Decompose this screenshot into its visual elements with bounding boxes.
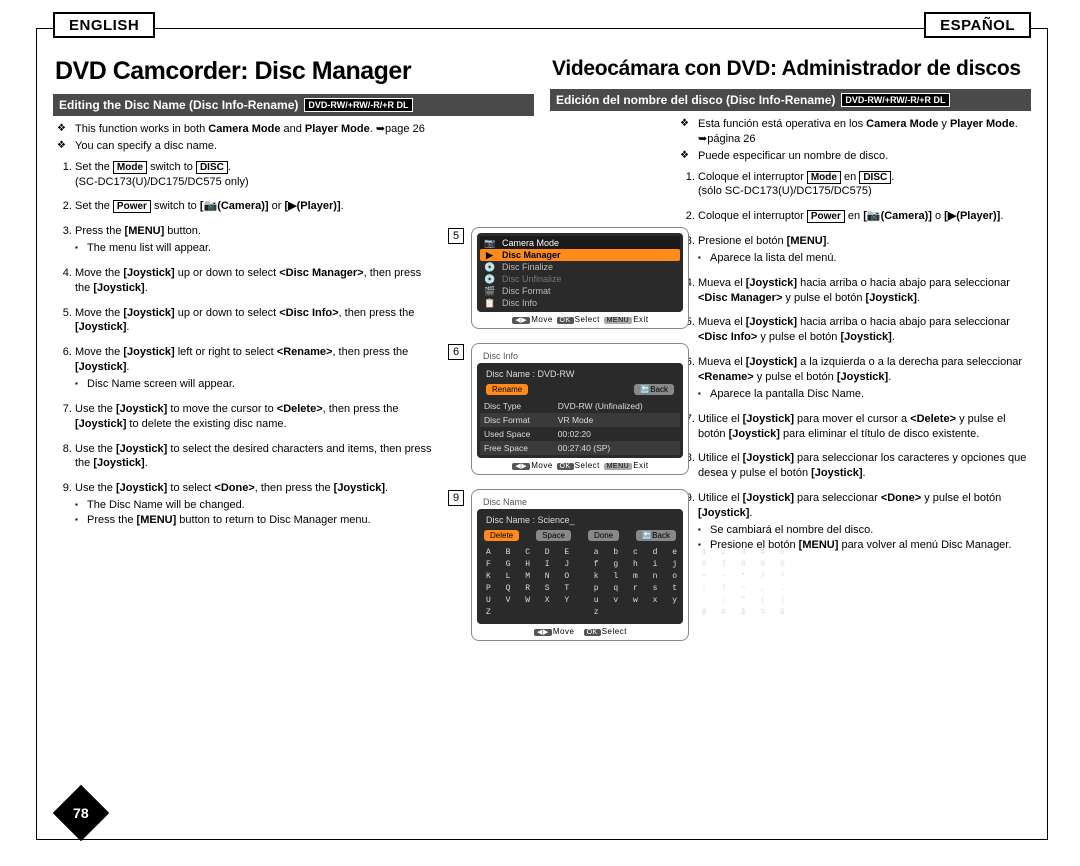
screenshots: 5 📷Camera Mode ▶Disc Manager 💿Disc Final…	[471, 227, 689, 655]
menu-row: 💿Disc Finalize	[480, 261, 680, 273]
substep: Aparece la pantalla Disc Name.	[698, 387, 1031, 402]
steps-en: Set the Mode switch to DISC.(SC-DC173(U)…	[53, 160, 433, 528]
screen-number: 6	[448, 344, 464, 360]
screen-footer: ◀▶Move OKSelect	[477, 624, 683, 638]
subheader-text: Edición del nombre del disco (Disc Info-…	[556, 93, 835, 107]
screen-5: 5 📷Camera Mode ▶Disc Manager 💿Disc Final…	[471, 227, 689, 329]
step: Move the [Joystick] left or right to sel…	[75, 345, 433, 392]
subheader-text: Editing the Disc Name (Disc Info-Rename)	[59, 98, 298, 112]
step: Utilice el [Joystick] para seleccionar l…	[698, 451, 1031, 481]
substep: Aparece la lista del menú.	[698, 251, 1031, 266]
manual-page: ENGLISH ESPAÑOL DVD Camcorder: Disc Mana…	[0, 0, 1080, 866]
steps-es: Coloque el interruptor Mode en DISC.(sól…	[676, 170, 1031, 553]
substep: Disc Name screen will appear.	[75, 377, 433, 392]
screen-title: Disc Name	[477, 495, 683, 509]
disc-info-table: Disc TypeDVD-RW (Unfinalized) Disc Forma…	[480, 399, 680, 455]
step: Presione el botón [MENU]. Aparece la lis…	[698, 234, 1031, 266]
disc-badge: DVD-RW/+RW/-R/+R DL	[841, 93, 949, 107]
page-number: 78	[61, 793, 101, 833]
step: Mueva el [Joystick] hacia arriba o hacia…	[698, 276, 1031, 306]
title-es: Videocámara con DVD: Administrador de di…	[552, 57, 1031, 81]
step: Mueva el [Joystick] hacia arriba o hacia…	[698, 315, 1031, 345]
keyboard-grid: A B C D E a b c d e 1 2 3 4 5 F G H I J …	[480, 545, 680, 621]
bullet: You can specify a disc name.	[57, 139, 433, 154]
substep: The Disc Name will be changed.	[75, 498, 433, 513]
step: Utilice el [Joystick] para seleccionar <…	[698, 491, 1031, 552]
disc-name-label: Disc Name : Science_	[480, 512, 680, 528]
step: Utilice el [Joystick] para mover el curs…	[698, 412, 1031, 442]
step: Move the [Joystick] up or down to select…	[75, 306, 433, 336]
title-en: DVD Camcorder: Disc Manager	[55, 57, 534, 86]
step: Set the Mode switch to DISC.(SC-DC173(U)…	[75, 160, 433, 190]
screen-6: 6 Disc Info Disc Name : DVD-RW Rename 🔙B…	[471, 343, 689, 475]
bullet: Esta función está operativa en los Camer…	[680, 117, 1031, 147]
step: Use the [Joystick] to move the cursor to…	[75, 402, 433, 432]
step: Move the [Joystick] up or down to select…	[75, 266, 433, 296]
page-border: ENGLISH ESPAÑOL DVD Camcorder: Disc Mana…	[36, 28, 1048, 840]
menu-row: 💿Disc Unfinalize	[480, 273, 680, 285]
step: Set the Power switch to [📷(Camera)] or […	[75, 199, 433, 214]
menu-row: ▶Disc Manager	[480, 249, 680, 261]
step: Use the [Joystick] to select the desired…	[75, 442, 433, 472]
step: Press the [MENU] button. The menu list w…	[75, 224, 433, 256]
disc-name-label: Disc Name : DVD-RW	[480, 366, 680, 382]
bullet: Puede especificar un nombre de disco.	[680, 149, 1031, 164]
subheader-es: Edición del nombre del disco (Disc Info-…	[550, 89, 1031, 111]
screen-9: 9 Disc Name Disc Name : Science_ Delete …	[471, 489, 689, 641]
disc-badge: DVD-RW/+RW/-R/+R DL	[304, 98, 412, 112]
screen-footer: ◀▶Move OKSelect MENUExit	[477, 312, 683, 326]
step: Use the [Joystick] to select <Done>, the…	[75, 481, 433, 528]
screen-number: 9	[448, 490, 464, 506]
step: Coloque el interruptor Power en [📷(Camer…	[698, 209, 1031, 224]
rename-button: Rename	[486, 384, 528, 395]
delete-button: Delete	[484, 530, 519, 541]
column-english: DVD Camcorder: Disc Manager Editing the …	[37, 29, 542, 839]
substep: Press the [MENU] button to return to Dis…	[75, 513, 433, 528]
screen-title: Disc Info	[477, 349, 683, 363]
done-button: Done	[588, 530, 619, 541]
subheader-en: Editing the Disc Name (Disc Info-Rename)…	[53, 94, 534, 116]
step: Mueva el [Joystick] a la izquierda o a l…	[698, 355, 1031, 402]
screen-number: 5	[448, 228, 464, 244]
screen-footer: ◀▶Move OKSelect MENUExit	[477, 458, 683, 472]
space-button: Space	[536, 530, 571, 541]
substep: The menu list will appear.	[75, 241, 433, 256]
back-button: 🔙Back	[634, 384, 674, 395]
substep: Se cambiará el nombre del disco.	[698, 523, 1031, 538]
intro-bullets-en: This function works in both Camera Mode …	[53, 122, 433, 154]
intro-bullets-es: Esta función está operativa en los Camer…	[676, 117, 1031, 164]
menu-row: 📋Disc Info	[480, 297, 680, 309]
menu-row: 🎬Disc Format	[480, 285, 680, 297]
bullet: This function works in both Camera Mode …	[57, 122, 433, 137]
back-button: 🔙Back	[636, 530, 676, 541]
screen-title: 📷Camera Mode	[480, 236, 680, 249]
step: Coloque el interruptor Mode en DISC.(sól…	[698, 170, 1031, 200]
